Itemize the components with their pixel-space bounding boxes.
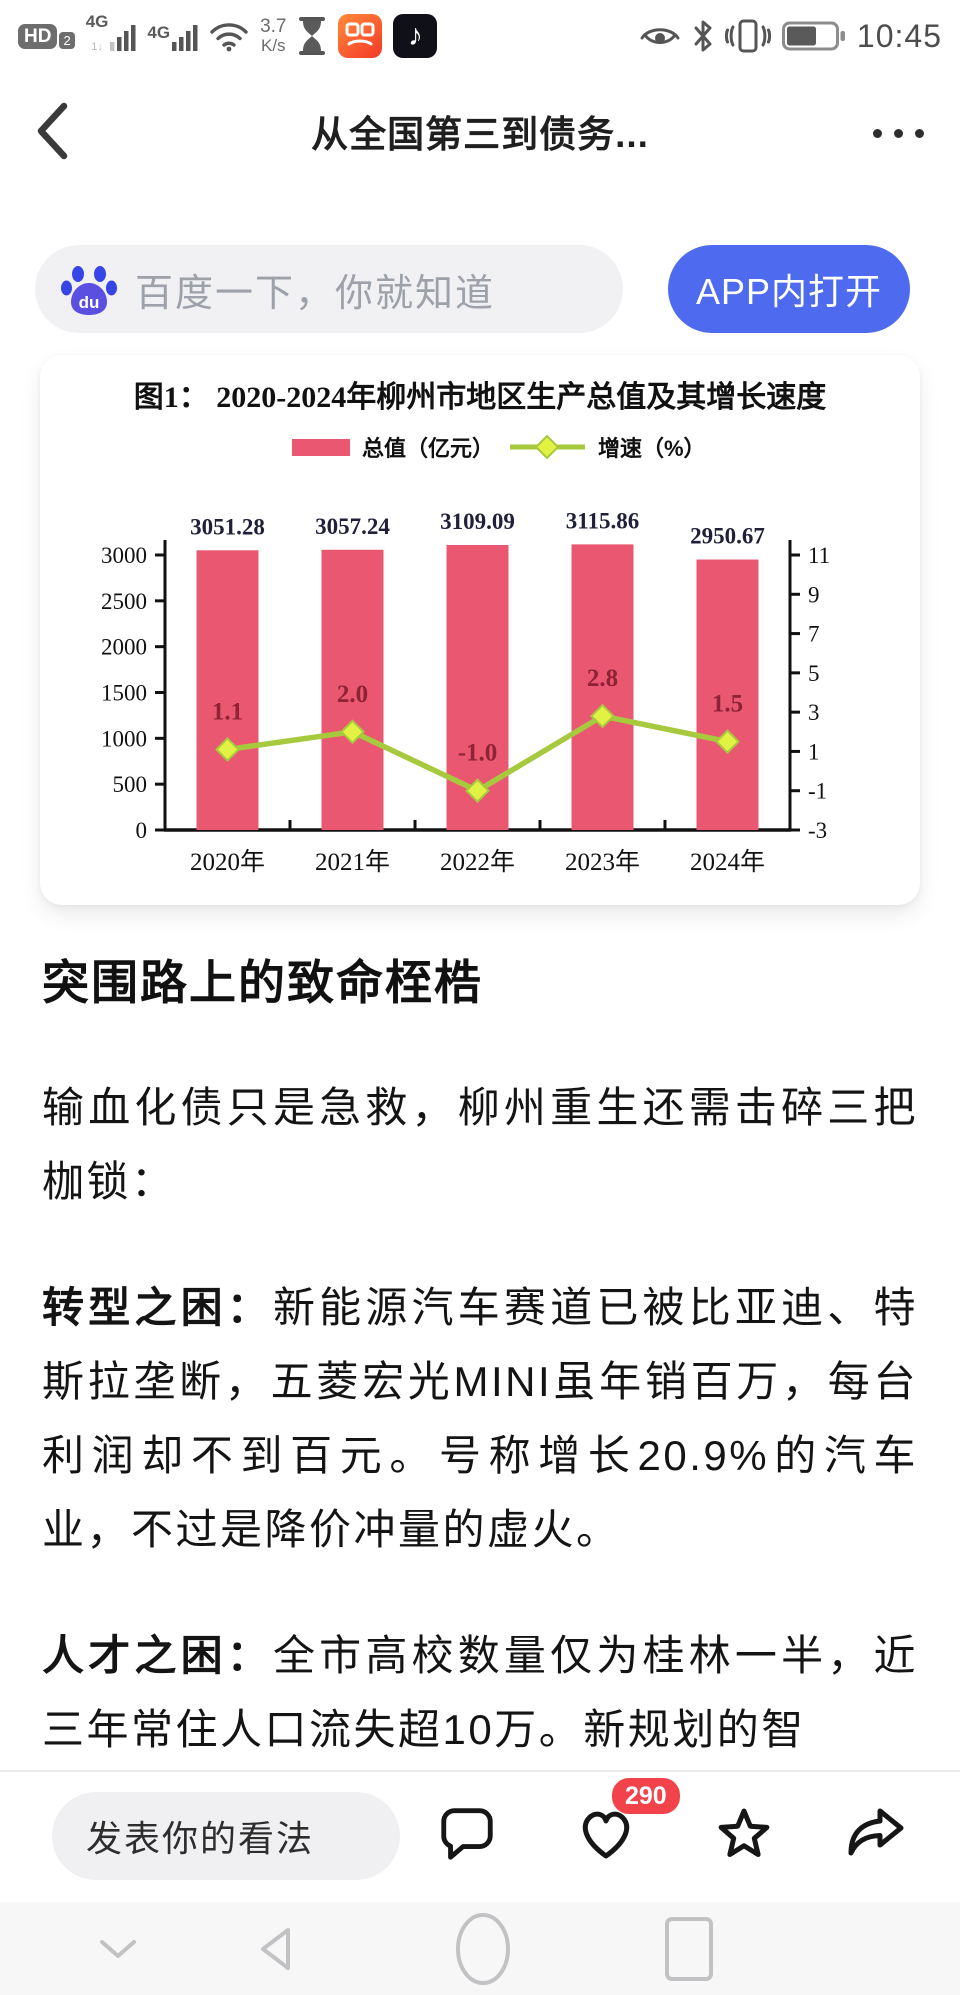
chevron-down-icon — [100, 1939, 136, 1958]
network-speed: 3.7 K/s — [260, 16, 287, 56]
nav-recents-button[interactable] — [644, 1902, 734, 1995]
search-row: du 百度一下，你就知道 APP内打开 — [0, 245, 960, 333]
svg-text:11: 11 — [808, 543, 830, 568]
open-in-app-button[interactable]: APP内打开 — [668, 245, 910, 333]
video-app-icon — [338, 14, 383, 58]
svg-text:2950.67: 2950.67 — [690, 524, 765, 549]
svg-text:2024年: 2024年 — [690, 848, 765, 876]
comment-button[interactable] — [434, 1800, 500, 1866]
svg-text:1: 1 — [808, 739, 820, 764]
battery-icon — [781, 21, 845, 51]
triangle-back-icon — [261, 1927, 290, 1970]
article-heading: 突围路上的致命桎梏 — [42, 956, 483, 1009]
clock-time: 10:45 — [856, 17, 942, 54]
more-options-icon — [873, 128, 882, 138]
comment-bubble-icon — [441, 1808, 493, 1860]
svg-text:3000: 3000 — [101, 543, 147, 568]
article-paragraph: 输血化债只是急救，柳州重生还需击碎三把枷锁： — [42, 1084, 918, 1205]
comment-input[interactable]: 发表你的看法 — [52, 1792, 400, 1880]
svg-text:3115.86: 3115.86 — [566, 508, 639, 533]
android-nav-bar — [0, 1902, 960, 1995]
signal-sim1-icon: 4G 1↓ — [86, 13, 137, 53]
signal-sim2-icon: 4G — [147, 21, 198, 51]
svg-text:1.1: 1.1 — [212, 698, 243, 725]
like-count-badge: 290 — [612, 1778, 680, 1814]
svg-text:3057.24: 3057.24 — [315, 514, 390, 539]
chart-card: 图1： 2020-2024年柳州市地区生产总值及其增长速度总值（亿元） 增速（%）… — [40, 355, 920, 905]
square-recents-icon — [665, 1916, 713, 1981]
svg-text:2021年: 2021年 — [315, 848, 390, 876]
search-placeholder: 百度一下，你就知道 — [135, 272, 496, 315]
svg-text:3051.28: 3051.28 — [190, 514, 265, 539]
douyin-app-icon: ♪ — [393, 14, 438, 58]
circle-home-icon — [456, 1912, 510, 1985]
star-icon — [718, 1808, 770, 1857]
svg-text:2020年: 2020年 — [190, 848, 265, 876]
svg-text:-1.0: -1.0 — [458, 740, 498, 767]
svg-text:1.5: 1.5 — [712, 691, 743, 718]
article-paragraph: 转型之困：新能源汽车赛道已被比亚迪、特斯拉垄断，五菱宏光MINI虽年销百万，每台… — [42, 1284, 918, 1553]
favorite-button[interactable] — [711, 1800, 777, 1866]
like-button[interactable] — [573, 1800, 639, 1866]
signal-bars-icon — [172, 25, 198, 51]
svg-text:2022年: 2022年 — [440, 848, 515, 876]
svg-text:总值（亿元）: 总值（亿元） — [362, 436, 494, 461]
hd-sub-label: 2 — [59, 31, 75, 49]
svg-text:5: 5 — [808, 661, 820, 686]
svg-text:3: 3 — [808, 700, 820, 725]
header: 从全国第三到债务... — [0, 72, 960, 190]
svg-text:0: 0 — [136, 818, 148, 843]
vibrate-icon — [724, 19, 771, 53]
article-body: 突围路上的致命桎梏 输血化债只是急救，柳州重生还需击碎三把枷锁： 转型之困：新能… — [0, 935, 960, 1819]
svg-text:图1： 2020-2024年柳州市地区生产总值及其增长速度: 图1： 2020-2024年柳州市地区生产总值及其增长速度 — [134, 380, 827, 414]
svg-text:2000: 2000 — [101, 635, 147, 660]
svg-text:2023年: 2023年 — [565, 848, 640, 876]
svg-text:9: 9 — [808, 582, 820, 607]
svg-text:2.8: 2.8 — [587, 665, 618, 692]
svg-text:3109.09: 3109.09 — [440, 509, 515, 534]
share-icon — [848, 1808, 904, 1856]
status-bar-left: HD 2 4G 1↓ 4G — [18, 13, 438, 58]
hourglass-icon — [299, 17, 326, 55]
more-options-button[interactable] — [867, 118, 930, 148]
signal-bars-icon — [110, 25, 136, 51]
bottom-action-bar: 发表你的看法 290 — [0, 1770, 960, 1902]
status-bar-right: 10:45 — [639, 18, 942, 55]
svg-text:2.0: 2.0 — [337, 681, 368, 708]
svg-text:1000: 1000 — [101, 726, 147, 751]
svg-text:增速（%）: 增速（%） — [598, 436, 706, 461]
page-title: 从全国第三到债务... — [311, 114, 649, 155]
svg-text:-3: -3 — [808, 818, 827, 843]
hd-label: HD — [18, 23, 58, 49]
nav-hide-button[interactable] — [73, 1902, 163, 1995]
back-button[interactable] — [30, 100, 78, 162]
back-icon — [37, 102, 68, 160]
status-bar: HD 2 4G 1↓ 4G — [0, 0, 960, 72]
svg-text:2500: 2500 — [101, 589, 147, 614]
svg-text:1500: 1500 — [101, 681, 147, 706]
eye-protection-icon — [640, 28, 680, 44]
nav-back-button[interactable] — [230, 1902, 320, 1995]
baidu-logo-icon: du — [61, 266, 117, 315]
wifi-icon — [210, 23, 248, 52]
heart-icon — [582, 1811, 630, 1859]
svg-text:7: 7 — [808, 622, 820, 647]
svg-text:du: du — [79, 293, 100, 312]
search-input[interactable]: du 百度一下，你就知道 — [35, 245, 623, 333]
hd-volte-icon: HD 2 — [18, 23, 75, 49]
bluetooth-icon — [694, 20, 712, 52]
share-button[interactable] — [842, 1800, 908, 1866]
svg-text:500: 500 — [113, 772, 148, 797]
svg-text:-1: -1 — [808, 779, 827, 804]
nav-home-button[interactable] — [438, 1902, 528, 1995]
article-paragraph: 人才之困：全市高校数量仅为桂林一半，近三年常住人口流失超10万。新规划的智 — [42, 1632, 918, 1753]
